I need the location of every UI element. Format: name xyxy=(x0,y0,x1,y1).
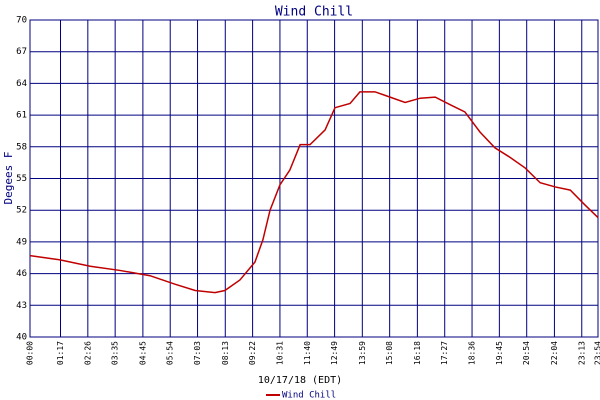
x-tick-label: 00:00 xyxy=(26,341,35,365)
line xyxy=(29,91,599,294)
y-tick-label: 64 xyxy=(16,79,27,89)
y-tick-label: 49 xyxy=(16,237,27,247)
legend-label: Wind Chill xyxy=(282,391,336,400)
x-tick-label: 10:31 xyxy=(275,341,284,365)
x-tick-label: 17:27 xyxy=(440,341,449,365)
x-tick-label: 09:22 xyxy=(248,341,257,365)
y-axis-label: Degees F xyxy=(2,152,15,205)
x-tick-label: 01:17 xyxy=(56,341,65,365)
x-tick-label: 02:26 xyxy=(83,341,92,365)
y-tick-label: 43 xyxy=(16,301,27,311)
y-tick-label: 58 xyxy=(16,142,27,152)
y-tick-label: 52 xyxy=(16,206,27,216)
x-tick-label: 22:04 xyxy=(550,341,559,365)
x-tick-label: 11:40 xyxy=(303,341,312,365)
x-tick-label: 13:59 xyxy=(358,341,367,365)
y-tick-label: 70 xyxy=(16,16,27,26)
x-tick-label: 19:45 xyxy=(495,341,504,365)
x-tick-label: 07:03 xyxy=(193,341,202,365)
x-tick-label: 04:45 xyxy=(138,341,147,365)
x-tick-label: 16:18 xyxy=(413,341,422,365)
x-tick-label: 23:13 xyxy=(577,341,586,365)
x-tick-label: 20:54 xyxy=(522,341,531,365)
x-tick-label: 23:54 xyxy=(594,341,600,365)
y-tick-label: 40 xyxy=(16,333,27,343)
y-tick-label: 61 xyxy=(16,111,27,121)
x-tick-label: 05:54 xyxy=(166,341,175,365)
y-tick-label: 46 xyxy=(16,269,27,279)
x-axis-label: 10/17/18 (EDT) xyxy=(258,375,342,386)
x-tick-label: 03:35 xyxy=(111,341,120,365)
x-tick-label: 08:13 xyxy=(221,341,230,365)
chart-title: Wind Chill xyxy=(275,5,353,20)
y-tick-label: 67 xyxy=(16,47,27,57)
x-tick-label: 15:08 xyxy=(385,341,394,365)
x-tick-label: 12:49 xyxy=(330,341,339,365)
x-tick-label: 18:36 xyxy=(468,341,477,365)
y-tick-label: 55 xyxy=(16,174,27,184)
